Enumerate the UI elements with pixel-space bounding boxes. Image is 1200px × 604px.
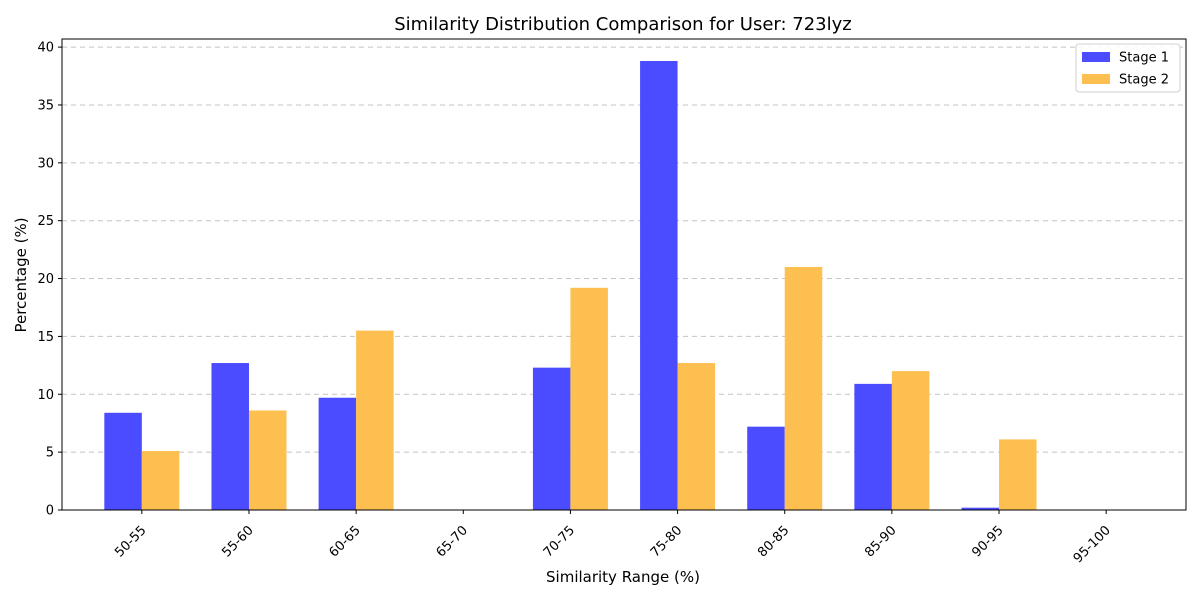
y-tick-label: 35 bbox=[37, 98, 54, 113]
y-tick-label: 0 bbox=[46, 504, 54, 519]
bar-stage-2 bbox=[570, 287, 608, 510]
plot-frame bbox=[61, 38, 1187, 511]
bar-stage-2 bbox=[999, 439, 1037, 510]
x-tick-label: 90-95 bbox=[969, 523, 1006, 560]
y-tick-label: 30 bbox=[37, 156, 54, 171]
bar-stage-2 bbox=[141, 450, 180, 510]
y-tick-label: 5 bbox=[46, 446, 54, 461]
bar-stage-2 bbox=[891, 371, 930, 510]
legend-label: Stage 1 bbox=[1119, 51, 1169, 66]
x-tick-label: 95-100 bbox=[1071, 523, 1114, 566]
x-tick-label: 65-70 bbox=[434, 523, 471, 560]
bar-stage-2 bbox=[677, 363, 716, 510]
bar-stage-1 bbox=[211, 363, 249, 510]
x-tick-label: 80-85 bbox=[755, 523, 792, 560]
x-tick-label: 85-90 bbox=[862, 523, 899, 560]
x-tick-label: 75-80 bbox=[648, 523, 685, 560]
x-axis-label: Similarity Range (%) bbox=[546, 568, 700, 586]
x-tick-label: 55-60 bbox=[219, 523, 256, 560]
chart-title: Similarity Distribution Comparison for U… bbox=[394, 14, 851, 35]
y-tick-label: 40 bbox=[37, 41, 54, 56]
bar-stage-2 bbox=[784, 266, 823, 510]
legend-swatch bbox=[1082, 52, 1110, 62]
bars bbox=[104, 60, 1037, 510]
bar-stage-1 bbox=[747, 426, 785, 510]
bar-stage-1 bbox=[318, 397, 357, 510]
bar-stage-2 bbox=[248, 410, 287, 510]
x-tick-label: 50-55 bbox=[112, 523, 149, 560]
axes bbox=[61, 38, 1187, 511]
bar-stage-1 bbox=[104, 412, 142, 510]
bar-stage-1 bbox=[532, 367, 571, 510]
bar-stage-1 bbox=[854, 383, 892, 510]
legend-label: Stage 2 bbox=[1119, 73, 1169, 88]
x-tick-label: 70-75 bbox=[541, 523, 578, 560]
bar-stage-2 bbox=[356, 330, 394, 510]
y-axis-label: Percentage (%) bbox=[12, 217, 30, 332]
x-ticks: 50-55 55-60 60-65 65-70 70-75 75-80 80-85 85-90… bbox=[112, 510, 1114, 566]
legend: Stage 1 Stage 2 bbox=[1075, 43, 1181, 93]
legend-swatch bbox=[1082, 74, 1110, 84]
y-ticks: 0 5 10 15 20 25 30 35 40 bbox=[37, 41, 62, 519]
y-tick-label: 25 bbox=[37, 214, 54, 229]
y-tick-label: 15 bbox=[37, 330, 54, 345]
bar-stage-1 bbox=[961, 507, 1000, 510]
y-tick-label: 10 bbox=[37, 388, 54, 403]
y-tick-label: 20 bbox=[37, 272, 54, 287]
bar-stage-1 bbox=[640, 60, 678, 510]
x-tick-label: 60-65 bbox=[326, 523, 363, 560]
y-gridlines bbox=[62, 46, 1186, 511]
